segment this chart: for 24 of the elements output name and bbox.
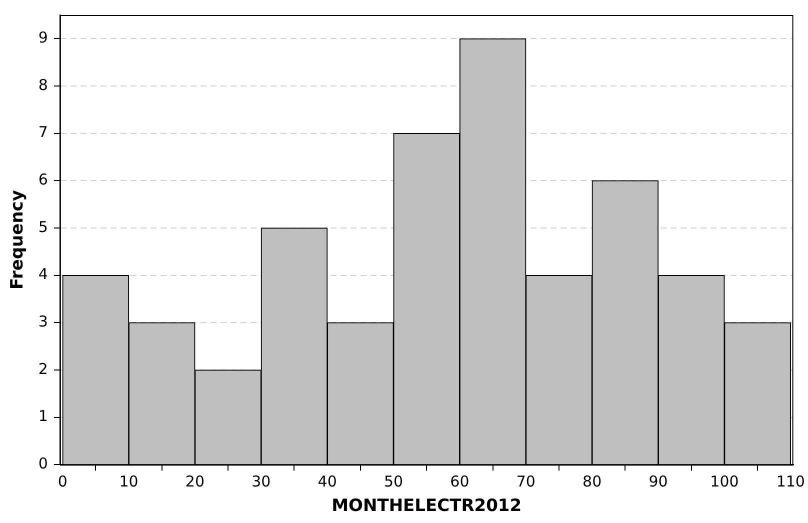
x-tick-label: 70 bbox=[516, 472, 536, 490]
y-tick-label: 9 bbox=[38, 28, 48, 47]
y-axis-title: Frequency bbox=[8, 190, 28, 290]
y-tick-label: 6 bbox=[38, 170, 48, 189]
x-tick-label: 40 bbox=[318, 472, 337, 490]
x-tick-label: 50 bbox=[384, 472, 404, 490]
x-axis-title: MONTHELECTR2012 bbox=[332, 496, 522, 516]
y-tick-label: 1 bbox=[38, 407, 48, 426]
x-tick-label: 20 bbox=[185, 472, 205, 490]
y-tick-label: 4 bbox=[38, 265, 48, 284]
x-tick-label: 100 bbox=[710, 472, 739, 490]
x-tick-label: 90 bbox=[648, 472, 668, 490]
y-tick-label: 8 bbox=[38, 76, 48, 94]
y-tick-label: 5 bbox=[38, 218, 48, 236]
x-tick-label: 60 bbox=[450, 472, 470, 490]
x-tick-label: 80 bbox=[582, 472, 602, 490]
y-tick-label: 7 bbox=[38, 123, 48, 142]
x-tick-label: 110 bbox=[776, 472, 805, 490]
y-tick-label: 2 bbox=[38, 360, 48, 378]
x-tick-label: 30 bbox=[252, 472, 271, 490]
x-tick-label: 0 bbox=[58, 472, 68, 490]
y-tick-label: 3 bbox=[38, 312, 48, 331]
x-tick-label: 10 bbox=[119, 472, 138, 490]
y-tick-label: 0 bbox=[38, 454, 48, 472]
